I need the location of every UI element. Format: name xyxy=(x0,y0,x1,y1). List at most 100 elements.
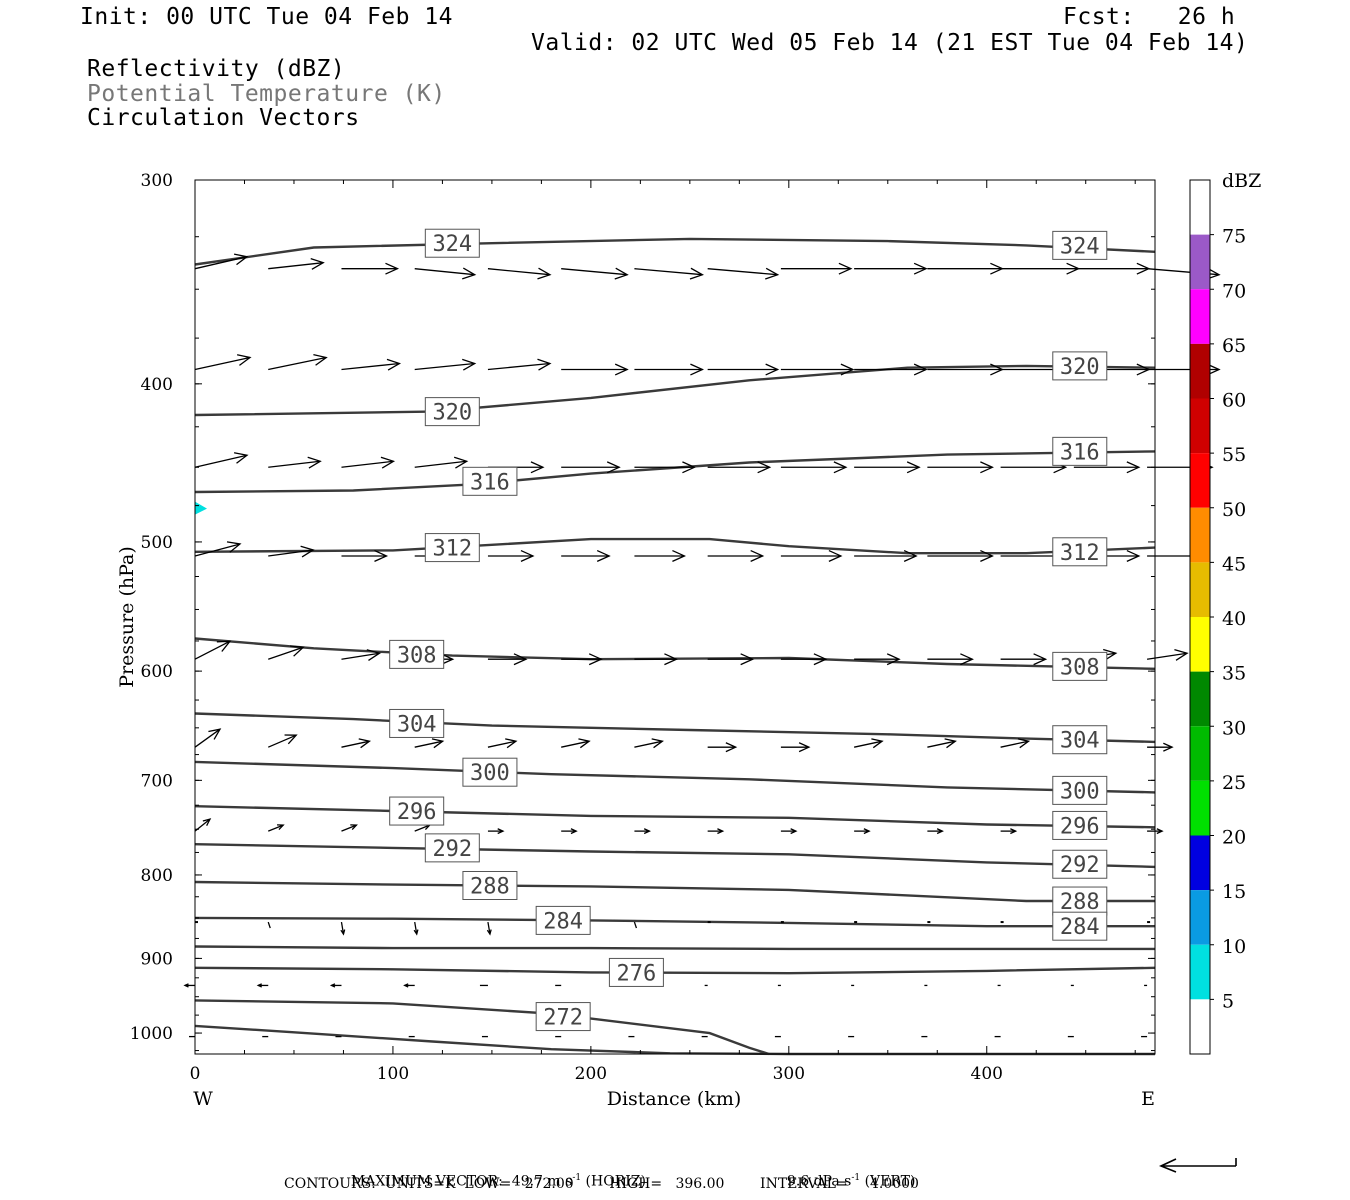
vector-head xyxy=(413,929,419,936)
vector-head xyxy=(813,653,828,666)
vector-shaft xyxy=(194,543,241,557)
x-end-label-right: E xyxy=(1141,1088,1155,1110)
vector-head xyxy=(310,257,325,270)
isentrope-label-box xyxy=(1052,810,1108,840)
vector-shaft xyxy=(414,921,418,935)
vector-shaft xyxy=(341,460,394,468)
vector-head xyxy=(906,461,921,474)
vector-head xyxy=(226,541,242,553)
isentrope-label: 292 xyxy=(1060,853,1100,878)
isentrope-304 xyxy=(194,712,1156,744)
isentrope-label: 316 xyxy=(470,470,510,495)
circulation-vector xyxy=(1147,921,1151,924)
circulation-vector xyxy=(414,358,477,371)
circulation-vector xyxy=(780,828,798,835)
circulation-vector xyxy=(927,921,931,924)
circulation-vector xyxy=(707,549,765,562)
isentrope-label: 324 xyxy=(432,232,472,257)
colorbar-segment xyxy=(1190,507,1210,563)
isentrope-label-box xyxy=(1052,886,1108,916)
vector-shaft xyxy=(341,652,380,660)
circulation-vector xyxy=(634,653,679,666)
vector-head xyxy=(913,262,928,275)
vector-shaft xyxy=(267,734,297,748)
field-potential-temperature: Potential Temperature (K) xyxy=(87,81,446,107)
circulation-vector xyxy=(487,358,552,371)
isentrope-label-layer: 324 324 320 320 316 316 312 312 308 308 304 304 300 3… xyxy=(389,228,1108,1032)
isentrope-label-box xyxy=(1052,230,1108,260)
colorbar-label: 40 xyxy=(1222,608,1246,630)
vector-head xyxy=(462,267,477,280)
colorbar-label: 20 xyxy=(1222,827,1246,849)
colorbar-segment xyxy=(1190,289,1210,344)
circulation-vector xyxy=(1000,262,1081,275)
vector-head xyxy=(216,640,232,652)
colorbar-label: 70 xyxy=(1222,280,1246,302)
circulation-vector xyxy=(194,640,232,660)
colorbar-title: dBZ xyxy=(1222,170,1261,192)
circulation-vector xyxy=(634,461,697,474)
vector-head xyxy=(513,653,528,666)
reflectivity-layer xyxy=(195,501,207,515)
isentrope-label: 288 xyxy=(470,875,510,900)
vector-head xyxy=(717,828,725,835)
vector-shaft xyxy=(194,454,248,468)
colorbar-label: 60 xyxy=(1222,390,1246,412)
vector-shaft xyxy=(414,268,475,276)
vector-shaft xyxy=(633,921,638,929)
circulation-vector xyxy=(561,461,621,474)
isentrope-label: 324 xyxy=(1060,234,1100,259)
circulation-vector xyxy=(927,653,974,666)
valid-time: Valid: 02 UTC Wed 05 Feb 14 (21 EST Tue … xyxy=(531,30,1249,56)
colorbar-label: 5 xyxy=(1222,990,1234,1012)
vector-shaft xyxy=(268,646,304,660)
vector-head xyxy=(828,549,843,562)
vector-shaft xyxy=(194,640,231,660)
vector-shaft xyxy=(194,356,251,371)
circulation-vector xyxy=(854,921,858,924)
circulation-vector xyxy=(256,983,269,988)
circulation-vector xyxy=(487,738,518,749)
vector-head xyxy=(431,738,445,749)
isentrope-label-box xyxy=(1052,911,1108,941)
circulation-vector xyxy=(341,738,372,749)
circulation-vector xyxy=(561,363,629,376)
isentrope-label: 320 xyxy=(1060,355,1100,380)
circulation-vector xyxy=(1073,262,1151,275)
colorbar-segment xyxy=(1190,562,1210,617)
isentrope-label-box xyxy=(424,533,480,563)
vector-head xyxy=(233,452,249,464)
vector-head xyxy=(202,818,212,826)
circulation-vector xyxy=(329,983,342,988)
vector-shaft xyxy=(487,362,551,371)
vector-shaft xyxy=(487,268,551,276)
vector-shaft xyxy=(414,740,443,748)
circulation-vector xyxy=(780,653,828,666)
vector-head xyxy=(358,738,372,749)
colorbar-segment xyxy=(1190,617,1210,672)
circulation-vector xyxy=(634,828,652,835)
vector-head xyxy=(1103,648,1118,661)
colorbar-segment xyxy=(1190,453,1210,508)
vector-head xyxy=(757,461,772,474)
vector-head xyxy=(682,461,697,474)
circulation-vector xyxy=(1000,653,1048,666)
circulation-vector xyxy=(267,921,271,929)
vector-head xyxy=(380,456,396,469)
circulation-vector xyxy=(194,452,249,468)
circulation-vector xyxy=(1147,742,1174,752)
vector-shaft xyxy=(267,921,271,929)
vector-head xyxy=(790,828,798,835)
isentrope-268 xyxy=(194,1024,1155,1056)
colorbar-label: 10 xyxy=(1222,936,1246,958)
isentrope-288 xyxy=(194,880,1155,903)
vector-head xyxy=(1163,742,1174,752)
circulation-vector xyxy=(1000,738,1031,749)
vector-head xyxy=(944,738,957,749)
vector-head xyxy=(453,456,469,469)
isentrope-324 xyxy=(194,237,1156,266)
isentrope-label: 308 xyxy=(397,643,437,668)
circulation-vector xyxy=(268,354,328,371)
vector-dot xyxy=(195,921,198,924)
isentrope-label: 276 xyxy=(617,961,657,986)
